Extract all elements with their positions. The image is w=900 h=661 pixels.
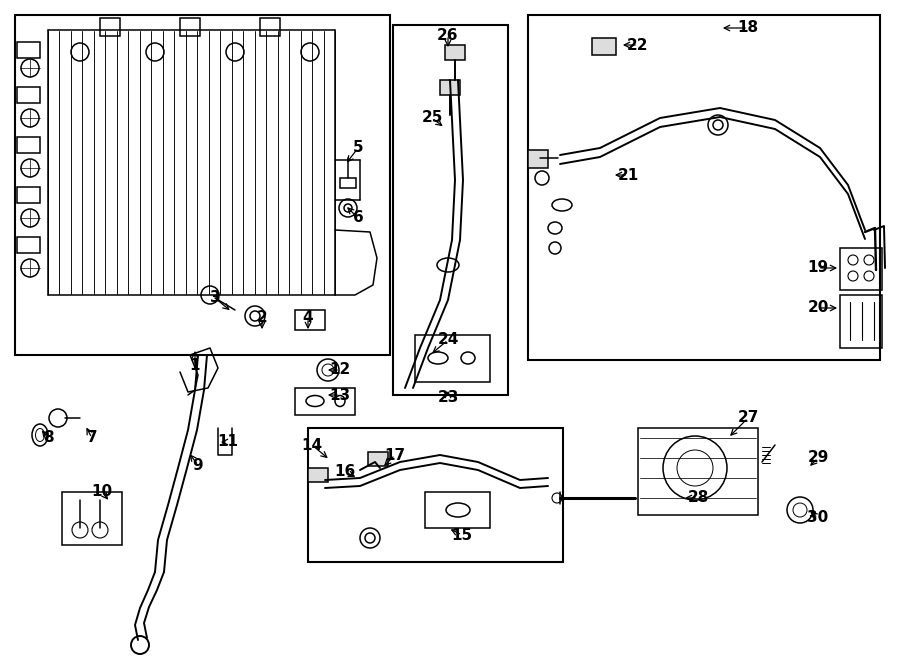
Bar	[295, 388, 355, 415]
Bar	[393, 25, 508, 395]
Bar	[17, 42, 40, 58]
Text: 29: 29	[807, 451, 829, 465]
Bar	[295, 310, 325, 330]
Text: 9: 9	[193, 457, 203, 473]
Bar	[528, 15, 880, 360]
Bar	[62, 492, 122, 545]
Bar	[308, 468, 328, 482]
Text: 18: 18	[737, 20, 759, 36]
Bar	[100, 18, 120, 36]
Bar	[440, 80, 460, 95]
Text: 22: 22	[627, 38, 649, 52]
Text: 11: 11	[218, 434, 238, 449]
Bar	[425, 492, 490, 528]
Text: 6: 6	[353, 210, 364, 225]
Text: 3: 3	[210, 290, 220, 305]
Bar	[340, 178, 356, 188]
Text: 13: 13	[329, 387, 351, 403]
Text: 4: 4	[302, 311, 313, 325]
Text: 2: 2	[256, 311, 267, 325]
Bar	[840, 248, 882, 290]
Bar	[260, 18, 280, 36]
Bar	[415, 335, 490, 382]
Text: 15: 15	[452, 527, 472, 543]
Text: 24: 24	[437, 332, 459, 348]
Bar	[15, 15, 390, 355]
Bar	[17, 237, 40, 253]
Text: 16: 16	[335, 465, 356, 479]
Bar	[17, 87, 40, 103]
Text: 21: 21	[617, 167, 639, 182]
Text: 17: 17	[384, 447, 406, 463]
Text: 20: 20	[807, 301, 829, 315]
Bar	[17, 137, 40, 153]
Bar	[17, 187, 40, 203]
Bar	[592, 38, 616, 55]
Bar	[528, 150, 548, 168]
Text: 19: 19	[807, 260, 829, 276]
Bar	[308, 428, 563, 562]
Text: 10: 10	[92, 485, 112, 500]
Text: 12: 12	[329, 362, 351, 377]
Bar	[180, 18, 200, 36]
Bar	[638, 428, 758, 515]
Bar	[840, 295, 882, 348]
Text: 14: 14	[302, 438, 322, 453]
Text: 23: 23	[437, 391, 459, 405]
Text: 30: 30	[807, 510, 829, 525]
Text: 8: 8	[42, 430, 53, 446]
Text: 27: 27	[737, 410, 759, 426]
Text: 25: 25	[421, 110, 443, 126]
Text: 5: 5	[353, 141, 364, 155]
Text: 26: 26	[437, 28, 459, 42]
Text: 28: 28	[688, 490, 708, 506]
Bar	[368, 452, 388, 466]
Text: 1: 1	[190, 358, 200, 373]
Bar	[445, 45, 465, 60]
Text: 7: 7	[86, 430, 97, 446]
